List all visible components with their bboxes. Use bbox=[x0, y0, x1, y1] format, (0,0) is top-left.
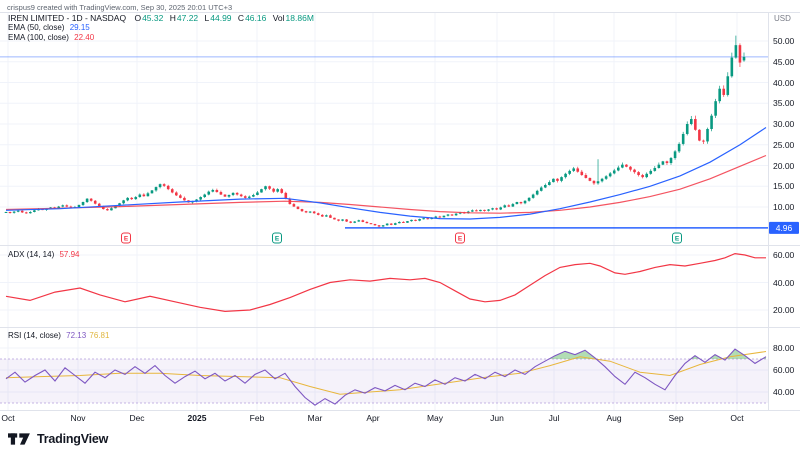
svg-text:E: E bbox=[275, 236, 280, 243]
rsi-legend-row[interactable]: RSI (14, close) 72.13 76.81 bbox=[8, 331, 109, 340]
volume-value: 18.86M bbox=[285, 13, 314, 23]
time-axis-label: 2025 bbox=[187, 413, 207, 423]
high-value: 47.22 bbox=[176, 13, 199, 23]
ema100-legend-row[interactable]: EMA (100, close) 22.40 bbox=[8, 33, 314, 42]
axis-tick-label: 35.00 bbox=[773, 98, 795, 109]
low-label: L bbox=[204, 13, 210, 23]
rsi-label: RSI (14, close) bbox=[8, 331, 61, 340]
low-value: 44.99 bbox=[210, 13, 232, 23]
earnings-marker-icon bbox=[121, 232, 131, 244]
time-axis-label: Aug bbox=[606, 413, 622, 423]
svg-text:E: E bbox=[124, 236, 129, 243]
symbol-title: IREN LIMITED - 1D - NASDAQ bbox=[8, 13, 127, 23]
axis-tick-label: 15.00 bbox=[773, 181, 795, 192]
time-axis-label: Oct bbox=[730, 413, 744, 423]
time-axis-label: May bbox=[426, 413, 444, 423]
axis-tick-label: 20.00 bbox=[773, 160, 795, 171]
symbol-legend-row[interactable]: IREN LIMITED - 1D - NASDAQ O45.32 H47.22… bbox=[8, 13, 314, 23]
axis-tick-label: 30.00 bbox=[773, 119, 795, 129]
ema100-value: 22.40 bbox=[74, 32, 95, 42]
axis-tick-label: 60.00 bbox=[773, 250, 795, 260]
time-axis-label: Sep bbox=[668, 413, 684, 423]
volume-label: Vol bbox=[272, 13, 285, 23]
axis-tick-label: 40.00 bbox=[773, 77, 795, 88]
axis-tick-label: 10.00 bbox=[773, 202, 795, 212]
currency-label: USD bbox=[774, 14, 791, 23]
axis-tick-label: 80.00 bbox=[773, 343, 795, 353]
axis-tick-label: 50.00 bbox=[773, 36, 795, 46]
time-axis-label: Oct bbox=[1, 413, 15, 423]
time-axis-label: Jun bbox=[490, 413, 504, 423]
rsi-value: 72.13 bbox=[66, 331, 87, 340]
price-axis[interactable]: 50.00 45.00 40.00 35.00 30.00 25.00 20.00 15.00… bbox=[772, 0, 800, 410]
svg-text:4.96: 4.96 bbox=[776, 223, 793, 233]
open-value: 45.32 bbox=[142, 13, 164, 23]
time-axis-label: Jul bbox=[548, 413, 560, 423]
axis-tick-label: 60.00 bbox=[773, 365, 795, 375]
time-axis-label: Apr bbox=[366, 413, 380, 423]
ema50-value: 29.15 bbox=[69, 23, 90, 33]
close-label: C bbox=[237, 13, 245, 23]
close-value: 46.16 bbox=[245, 13, 267, 23]
adx-value: 57.94 bbox=[59, 250, 80, 259]
adx-label: ADX (14, 14) bbox=[8, 250, 55, 259]
axis-tick-label: 25.00 bbox=[773, 139, 795, 150]
axis-tick-label: 40.00 bbox=[773, 387, 795, 397]
ema50-label: EMA (50, close) bbox=[8, 23, 65, 33]
earnings-marker-icon bbox=[272, 232, 282, 244]
ema50-legend-row[interactable]: EMA (50, close) 29.15 bbox=[8, 23, 314, 32]
adx-legend-row[interactable]: ADX (14, 14) 57.94 bbox=[8, 250, 80, 259]
tradingview-logo-icon bbox=[8, 433, 30, 445]
earnings-marker-icon bbox=[672, 232, 682, 244]
earnings-marker-icon bbox=[455, 232, 465, 244]
tradingview-logo[interactable]: TradingView bbox=[8, 431, 108, 447]
price-legend: IREN LIMITED - 1D - NASDAQ O45.32 H47.22… bbox=[8, 13, 314, 42]
axis-tick-label: 45.00 bbox=[773, 56, 795, 67]
svg-text:E: E bbox=[458, 236, 463, 243]
tradingview-brand-text: TradingView bbox=[37, 432, 109, 446]
axis-tick-label: 20.00 bbox=[773, 305, 795, 315]
axis-tick-label: 40.00 bbox=[773, 277, 795, 288]
time-axis[interactable]: Oct Nov Dec 2025 Feb Mar Apr May Jun Jul Aug Sep Oct bbox=[0, 412, 768, 426]
hline-price-badge bbox=[769, 221, 799, 234]
rsi-legend: RSI (14, close) 72.13 76.81 bbox=[8, 331, 109, 340]
time-axis-label: Dec bbox=[129, 413, 145, 423]
open-label: O bbox=[134, 13, 142, 23]
time-axis-label: Feb bbox=[249, 413, 265, 423]
time-axis-label: Nov bbox=[70, 413, 86, 423]
time-axis-label: Mar bbox=[307, 413, 323, 423]
rsi-ma-value: 76.81 bbox=[89, 331, 110, 340]
ema100-label: EMA (100, close) bbox=[8, 32, 69, 42]
high-label: H bbox=[169, 13, 176, 23]
svg-text:E: E bbox=[675, 236, 680, 243]
attribution-text: crispus9 created with TradingView.com, S… bbox=[7, 3, 233, 12]
adx-legend: ADX (14, 14) 57.94 bbox=[8, 250, 80, 259]
